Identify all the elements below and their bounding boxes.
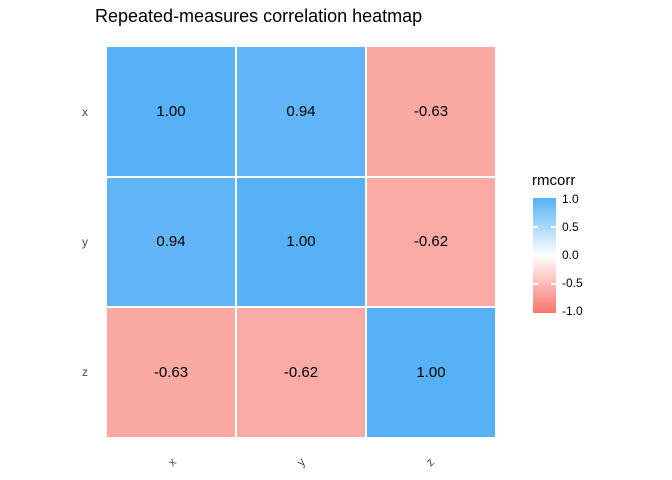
legend-tick-label: 1.0 — [562, 192, 579, 206]
legend-colorbar — [533, 198, 556, 313]
chart-title: Repeated-measures correlation heatmap — [95, 6, 423, 26]
x-axis-label-y: y — [293, 454, 309, 470]
y-axis-label-z: z — [82, 365, 88, 379]
heatmap-cell: 0.94 — [107, 177, 235, 307]
heatmap-cell: 1.00 — [237, 177, 365, 307]
legend-tick-label: 0.5 — [562, 220, 579, 234]
heatmap-cell: 1.00 — [367, 308, 495, 437]
heatmap-cell: -0.63 — [367, 47, 495, 176]
legend-tick-mark — [533, 283, 538, 285]
heatmap-cell: 1.00 — [107, 47, 235, 176]
heatmap-cell: -0.62 — [367, 177, 495, 307]
legend-tick-label: -1.0 — [562, 304, 583, 318]
legend-tick-label: 0.0 — [562, 248, 579, 262]
legend-title: rmcorr — [532, 172, 576, 189]
heatmap-cell: -0.63 — [107, 308, 235, 437]
heatmap-cell: -0.62 — [237, 308, 365, 437]
legend-tick-mark — [551, 226, 556, 228]
y-axis-label-y: y — [82, 235, 88, 249]
legend-tick-mark — [551, 283, 556, 285]
heatmap-cell: 0.94 — [237, 47, 365, 176]
legend-tick-label: -0.5 — [562, 276, 583, 290]
legend-tick-mark — [533, 226, 538, 228]
x-axis-label-x: x — [164, 454, 180, 470]
x-axis-label-z: z — [422, 454, 438, 470]
heatmap-panel: 1.00 0.94 -0.63 0.94 1.00 -0.62 -0.63 -0… — [107, 47, 495, 437]
y-axis-label-x: x — [82, 105, 88, 119]
